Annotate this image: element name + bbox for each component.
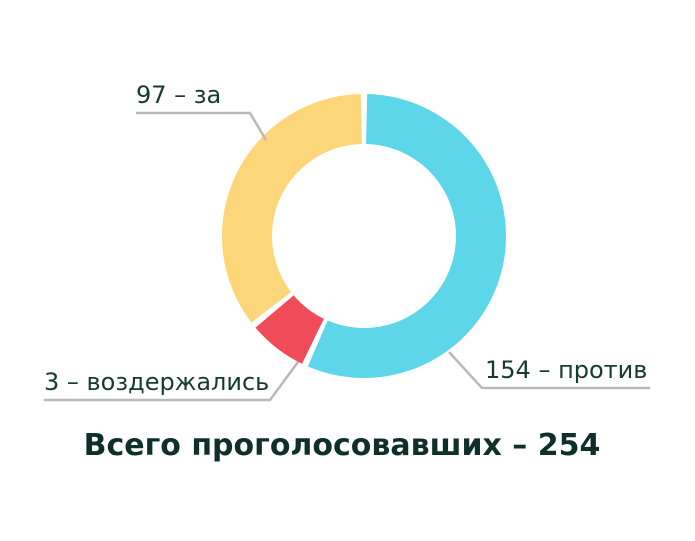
donut-slices: [222, 94, 507, 379]
slice-vozderzhalis: [255, 295, 324, 364]
leader-line-vozderzhalis: [44, 361, 300, 402]
label-vozderzhalis: 3 – воздержались: [44, 368, 269, 396]
slice-protiv: [307, 94, 507, 379]
leader-line-za: [136, 111, 268, 141]
label-za: 97 – за: [136, 81, 221, 109]
label-protiv: 154 – против: [485, 356, 647, 384]
total-voters: Всего проголосовавших – 254: [84, 428, 601, 463]
leader-line-protiv: [448, 351, 650, 390]
slice-za: [222, 94, 362, 323]
